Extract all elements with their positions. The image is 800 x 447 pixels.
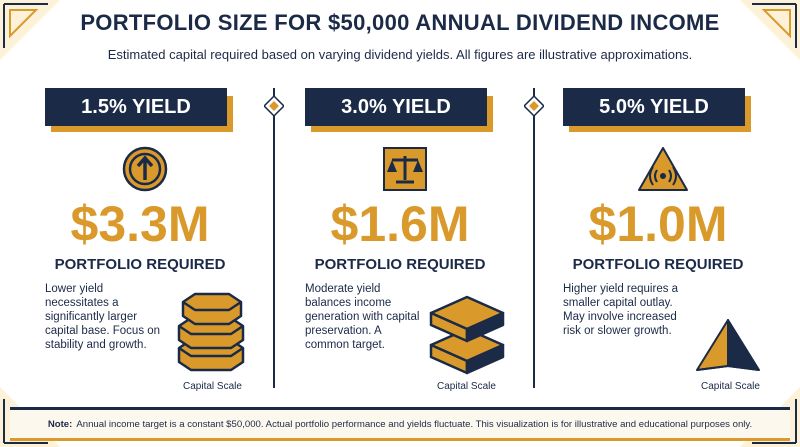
yield-badge: 1.5% YIELD: [45, 88, 235, 134]
portfolio-amount: $1.0M: [588, 196, 728, 252]
portfolio-required-label: PORTFOLIO REQUIRED: [54, 256, 226, 273]
note-label: Note:: [47, 418, 73, 430]
yield-badge: 3.0% YIELD: [305, 88, 495, 134]
column-divider: [533, 88, 535, 388]
column-divider: [273, 88, 275, 388]
coin-stack-icon: [177, 292, 245, 372]
page-subtitle: Estimated capital required based on vary…: [107, 47, 693, 62]
yield-column-1-5: 1.5% YIELD $3.3M PORTFOLIO REQUIRED Lowe…: [45, 88, 245, 406]
yield-description: Lower yield necessitates a significantly…: [45, 283, 161, 351]
pyramid-icon: [696, 319, 760, 371]
balance-scale-icon: [383, 147, 427, 191]
yield-column-5-0: 5.0% YIELD $1.0M PORTFOLIO REQUIRED High…: [563, 88, 763, 406]
capital-scale-label: Capital Scale: [701, 381, 760, 392]
yield-label: 1.5% YIELD: [45, 88, 227, 126]
diamond-ornament-icon: [524, 96, 544, 116]
portfolio-amount: $1.6M: [330, 196, 470, 252]
yield-column-3-0: 3.0% YIELD $1.6M PORTFOLIO REQUIRED Mode…: [305, 88, 505, 406]
yield-description: Higher yield requires a smaller capital …: [563, 283, 679, 337]
portfolio-required-label: PORTFOLIO REQUIRED: [314, 256, 486, 273]
arrow-up-circle-icon: [122, 146, 168, 192]
page-title: PORTFOLIO SIZE FOR $50,000 ANNUAL DIVIDE…: [80, 10, 720, 35]
block-stack-icon: [429, 295, 505, 375]
corner-ornament-top-left: [0, 0, 60, 60]
warning-signal-icon: [638, 147, 688, 191]
note-text: Annual income target is a constant $50,0…: [76, 418, 753, 430]
capital-scale-label: Capital Scale: [437, 381, 496, 392]
portfolio-required-label: PORTFOLIO REQUIRED: [572, 256, 744, 273]
yield-badge: 5.0% YIELD: [563, 88, 753, 134]
footer-note: Note: Annual income target is a constant…: [10, 407, 790, 441]
yield-label: 5.0% YIELD: [563, 88, 745, 126]
portfolio-amount: $3.3M: [70, 196, 210, 252]
capital-scale-label: Capital Scale: [183, 381, 242, 392]
yield-label: 3.0% YIELD: [305, 88, 487, 126]
diamond-ornament-icon: [264, 96, 284, 116]
corner-ornament-top-right: [740, 0, 800, 60]
yield-description: Moderate yield balances income generatio…: [305, 283, 420, 351]
